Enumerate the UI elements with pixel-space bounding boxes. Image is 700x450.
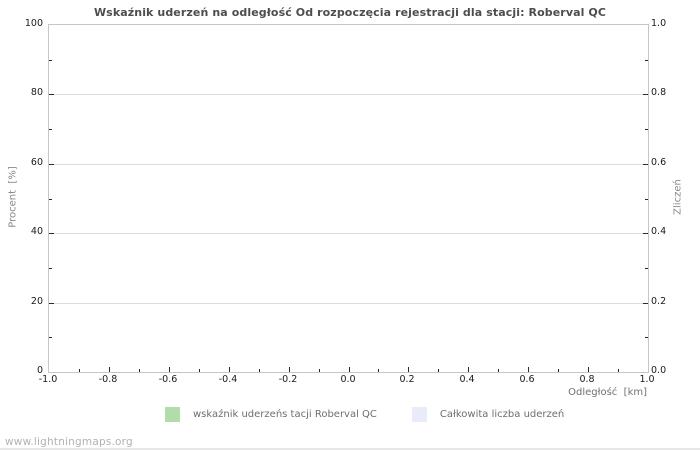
y-right-minor-tick — [645, 199, 648, 200]
x-tick-label: 0.2 — [399, 374, 415, 385]
y-left-minor-tick — [49, 199, 52, 200]
y-right-major-tick — [643, 94, 648, 95]
y-right-tick-label: 0.0 — [651, 365, 667, 376]
bottom-border — [0, 448, 700, 450]
legend-swatch-total-strikes — [411, 407, 427, 422]
x-major-tick — [169, 367, 170, 372]
y-axis-left-title: Procent [%] — [7, 166, 19, 228]
x-major-tick — [109, 367, 110, 372]
legend-label-total-strikes: Całkowita liczba uderzeń — [439, 409, 565, 420]
x-tick-label: 0.0 — [340, 374, 356, 385]
x-major-tick — [289, 367, 290, 372]
y-left-major-tick — [49, 164, 54, 165]
y-axis-right-title: Zliczeń — [672, 179, 684, 215]
x-tick-label: -1.0 — [38, 374, 58, 385]
x-tick-label: -0.8 — [98, 374, 118, 385]
x-minor-tick — [319, 369, 320, 372]
x-major-tick — [408, 367, 409, 372]
x-minor-tick — [558, 369, 559, 372]
x-tick-label: -0.6 — [158, 374, 178, 385]
x-major-tick — [588, 367, 589, 372]
y-left-minor-tick — [49, 129, 52, 130]
y-left-tick-label: 100 — [24, 18, 43, 29]
x-tick-label: 0.4 — [459, 374, 475, 385]
y-left-major-tick — [49, 94, 54, 95]
x-minor-tick — [498, 369, 499, 372]
watermark-link: www.lightningmaps.org — [5, 436, 133, 448]
x-minor-tick — [79, 369, 80, 372]
y-right-tick-label: 0.2 — [651, 296, 667, 307]
y-left-major-tick — [49, 233, 54, 234]
y-left-tick-label: 60 — [30, 157, 43, 168]
y-left-tick-label: 80 — [30, 87, 43, 98]
x-major-tick — [528, 367, 529, 372]
gridline — [49, 303, 648, 304]
y-right-minor-tick — [645, 268, 648, 269]
gridline — [49, 94, 648, 95]
y-left-minor-tick — [49, 268, 52, 269]
legend-swatch-station-rate — [165, 407, 180, 422]
x-axis-title: Odległość [km] — [568, 387, 647, 398]
y-right-minor-tick — [645, 129, 648, 130]
gridline — [49, 233, 648, 234]
x-minor-tick — [438, 369, 439, 372]
y-right-tick-label: 1.0 — [651, 18, 667, 29]
y-right-major-tick — [643, 164, 648, 165]
gridline — [49, 164, 648, 165]
x-major-tick — [468, 367, 469, 372]
x-major-tick — [229, 367, 230, 372]
y-left-minor-tick — [49, 60, 52, 61]
y-right-major-tick — [643, 303, 648, 304]
x-tick-label: 1.0 — [639, 374, 655, 385]
plot-area — [48, 24, 649, 373]
x-minor-tick — [139, 369, 140, 372]
legend-label-station-rate: wskaźnik uderzeńs tacji Roberval QC — [193, 409, 377, 420]
y-right-major-tick — [643, 233, 648, 234]
legend: wskaźnik uderzeńs tacji Roberval QC Całk… — [165, 407, 564, 422]
y-right-tick-label: 0.4 — [651, 226, 667, 237]
y-right-tick-label: 0.8 — [651, 87, 667, 98]
y-left-tick-label: 20 — [30, 296, 43, 307]
x-minor-tick — [378, 369, 379, 372]
y-left-tick-label: 40 — [30, 226, 43, 237]
y-left-minor-tick — [49, 337, 52, 338]
y-right-tick-label: 0.6 — [651, 157, 667, 168]
x-tick-label: 0.8 — [579, 374, 595, 385]
y-left-major-tick — [49, 303, 54, 304]
x-tick-label: -0.4 — [218, 374, 238, 385]
y-left-tick-label: 0 — [36, 365, 43, 376]
x-major-tick — [349, 367, 350, 372]
y-right-minor-tick — [645, 337, 648, 338]
x-tick-label: -0.2 — [278, 374, 298, 385]
y-right-minor-tick — [645, 60, 648, 61]
chart-title: Wskaźnik uderzeń na odległość Od rozpocz… — [93, 6, 607, 19]
x-minor-tick — [618, 369, 619, 372]
x-minor-tick — [259, 369, 260, 372]
x-tick-label: 0.6 — [519, 374, 535, 385]
x-minor-tick — [199, 369, 200, 372]
